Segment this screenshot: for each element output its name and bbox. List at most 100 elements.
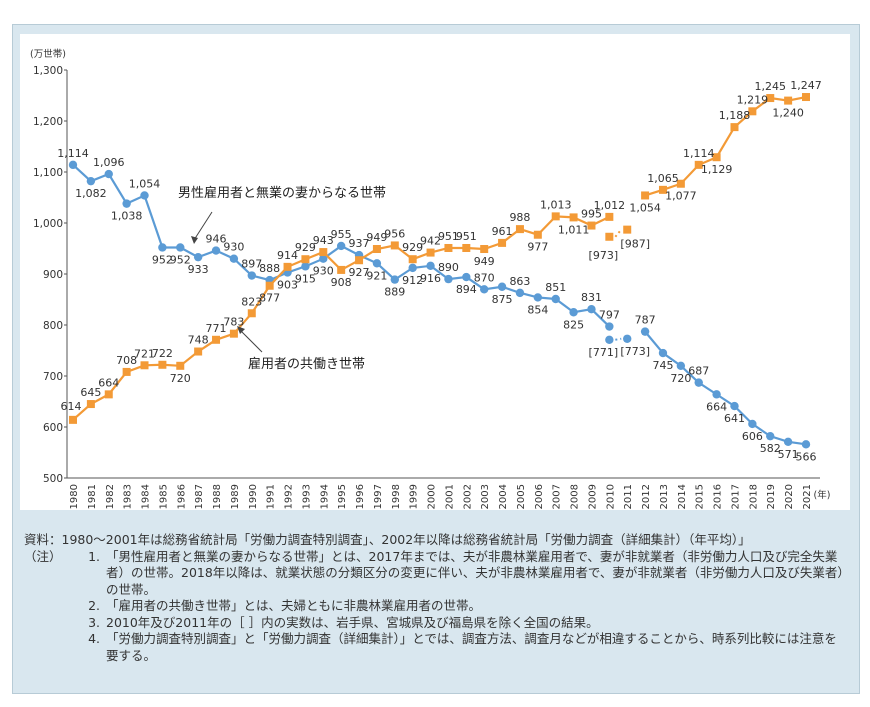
data-label: 942 bbox=[420, 235, 441, 248]
note-number: 1. bbox=[88, 548, 100, 564]
data-point bbox=[355, 256, 364, 265]
data-label: 1,245 bbox=[754, 80, 786, 93]
data-label: 916 bbox=[420, 272, 441, 285]
data-label: 897 bbox=[241, 258, 262, 271]
note-text: 2010年及び2011年の［ ］内の実数は、岩手県、宮城県及び福島県を除く全国の… bbox=[106, 614, 599, 630]
data-point bbox=[712, 390, 721, 399]
data-label: 877 bbox=[259, 292, 280, 305]
x-tick-label: 2021 bbox=[802, 484, 813, 509]
data-point bbox=[140, 361, 149, 370]
data-label: 641 bbox=[724, 412, 745, 425]
data-label: 1,065 bbox=[647, 172, 679, 185]
data-label: 721 bbox=[134, 347, 155, 360]
annotation-arrow bbox=[193, 211, 213, 241]
data-label: 870 bbox=[474, 271, 495, 284]
data-label: 1,054 bbox=[629, 201, 661, 214]
data-point bbox=[444, 243, 453, 252]
data-label: 566 bbox=[796, 450, 817, 463]
x-tick-label: 1980 bbox=[69, 484, 80, 509]
arrow-head-icon bbox=[237, 326, 245, 334]
data-label: 1,219 bbox=[737, 93, 769, 106]
data-label: 1,240 bbox=[772, 107, 804, 120]
data-label: 645 bbox=[80, 386, 101, 399]
data-label: 915 bbox=[295, 272, 316, 285]
data-point bbox=[426, 261, 435, 271]
note-number: 3. bbox=[88, 614, 100, 630]
data-point bbox=[533, 230, 542, 239]
data-label: 854 bbox=[527, 303, 548, 316]
y-tick-label: 900 bbox=[43, 269, 63, 281]
data-point bbox=[229, 254, 239, 263]
x-tick-label: 2012 bbox=[641, 484, 652, 509]
x-tick-label: 1996 bbox=[355, 484, 366, 509]
data-label: 664 bbox=[98, 376, 119, 389]
y-tick-label: 1,200 bbox=[33, 116, 63, 128]
line-chart: 500 600 700 800 900 1,000 1,100 1,200 1,300 (万世帯)… bbox=[30, 48, 830, 509]
data-point bbox=[176, 243, 185, 252]
data-point bbox=[69, 415, 77, 424]
data-point bbox=[283, 262, 292, 271]
data-label: 927 bbox=[349, 266, 370, 279]
data-label: 571 bbox=[778, 448, 799, 461]
x-tick-label: 1992 bbox=[284, 484, 295, 509]
data-label: 952 bbox=[170, 253, 191, 266]
x-tick-label: 2014 bbox=[677, 484, 688, 509]
data-label: 787 bbox=[635, 314, 656, 327]
data-label: 863 bbox=[509, 275, 530, 288]
data-point bbox=[658, 348, 668, 358]
data-point bbox=[641, 191, 650, 200]
x-tick-label: 2017 bbox=[730, 484, 741, 509]
x-tick-label: 1995 bbox=[337, 484, 348, 509]
note-text: 「雇用者の共働き世帯」とは、夫婦ともに非農林業雇用者の世帯。 bbox=[106, 598, 482, 613]
data-label: 995 bbox=[581, 208, 602, 221]
data-point bbox=[193, 252, 203, 262]
data-point bbox=[658, 185, 667, 194]
data-point bbox=[784, 96, 793, 105]
data-point bbox=[569, 308, 578, 317]
x-tick-label: 2019 bbox=[766, 484, 777, 509]
data-point bbox=[748, 107, 757, 116]
x-tick-label: 2001 bbox=[444, 484, 455, 509]
data-label: 1,247 bbox=[790, 79, 822, 92]
data-point bbox=[408, 255, 417, 264]
x-tick-label: 1987 bbox=[194, 484, 205, 509]
data-label: 1,054 bbox=[129, 177, 161, 190]
data-label: 937 bbox=[349, 237, 370, 250]
bracketed-label: [987] bbox=[620, 238, 650, 251]
x-tick-label: 1997 bbox=[373, 484, 384, 509]
data-label: 949 bbox=[366, 231, 387, 244]
data-label: 614 bbox=[61, 400, 82, 413]
data-label: 797 bbox=[599, 309, 620, 322]
x-tick-label: 2003 bbox=[480, 484, 491, 509]
note-label: （注） bbox=[24, 548, 62, 564]
note-item: （注） 1. 「男性雇用者と無業の妻からなる世帯」とは、2017年までは、夫が非農林… bbox=[24, 549, 844, 599]
series-dual-income bbox=[69, 93, 810, 424]
data-label: 908 bbox=[331, 276, 352, 289]
data-point bbox=[533, 293, 543, 302]
data-label: 961 bbox=[492, 225, 513, 238]
note-item: 2. 「雇用者の共働き世帯」とは、夫婦ともに非農林業雇用者の世帯。 bbox=[24, 598, 844, 615]
data-label: 1,114 bbox=[57, 147, 89, 160]
data-label: 1,188 bbox=[719, 109, 751, 122]
data-label: 1,082 bbox=[75, 187, 107, 200]
y-tick-label: 500 bbox=[43, 473, 63, 485]
data-label: 929 bbox=[402, 241, 423, 254]
data-label: 888 bbox=[259, 262, 280, 275]
data-label: 903 bbox=[277, 278, 298, 291]
data-label: 606 bbox=[742, 430, 763, 443]
data-point bbox=[319, 254, 328, 263]
x-tick-label: 2016 bbox=[713, 484, 724, 509]
data-point bbox=[462, 243, 471, 252]
x-tick-label: 2018 bbox=[748, 484, 759, 509]
data-point bbox=[802, 93, 810, 102]
data-label: 952 bbox=[152, 253, 173, 266]
data-label: 933 bbox=[188, 263, 209, 276]
x-tick-label: 2006 bbox=[534, 484, 545, 509]
data-point bbox=[426, 248, 435, 257]
x-tick-label: 1990 bbox=[248, 484, 259, 509]
x-tick-label: 2002 bbox=[462, 484, 473, 509]
data-point bbox=[86, 176, 96, 186]
data-label: 955 bbox=[331, 228, 352, 241]
data-point bbox=[372, 259, 382, 268]
data-label: 914 bbox=[277, 249, 298, 262]
